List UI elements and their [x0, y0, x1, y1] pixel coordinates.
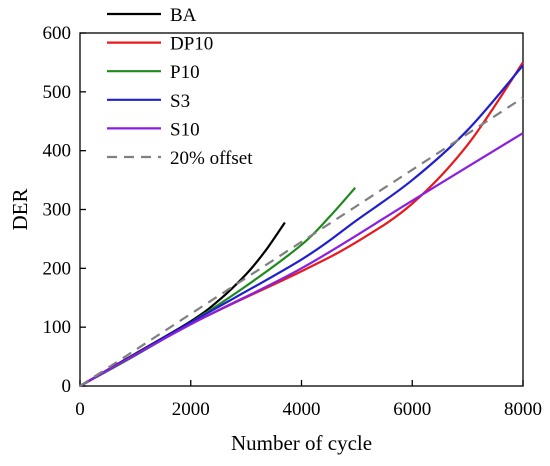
legend-label-ba: BA [170, 5, 197, 26]
series-lines [79, 61, 524, 387]
series-line-s3 [79, 64, 524, 387]
legend-label-s3: S3 [170, 91, 190, 112]
y-tick-label: 200 [43, 258, 72, 279]
x-tick-label: 2000 [172, 399, 210, 420]
legend: BA DP10 P10 S3 S10 20% offset [107, 5, 253, 169]
y-tick-label: 600 [43, 23, 72, 44]
x-tick-label: 4000 [283, 399, 321, 420]
axes: 0 2000 4000 6000 8000 0 100 200 300 400 500 600 [43, 23, 543, 420]
x-tick-label: 8000 [504, 399, 542, 420]
series-line-p10 [79, 187, 357, 387]
legend-label-dp10: DP10 [170, 34, 213, 55]
x-tick-label: 0 [75, 399, 85, 420]
y-tick-label: 500 [43, 82, 72, 103]
series-line-s10 [79, 132, 524, 387]
legend-label-p10: P10 [170, 62, 200, 83]
plot-frame [79, 32, 524, 387]
y-axis-label: DER [8, 189, 32, 231]
series-line-ba [79, 221, 286, 387]
series-line-20-offset [79, 96, 524, 387]
y-tick-label: 300 [43, 200, 72, 221]
x-axis-label: Number of cycle [231, 431, 372, 455]
y-tick-label: 100 [43, 317, 72, 338]
y-tick-label: 400 [43, 141, 72, 162]
legend-label-s10: S10 [170, 119, 200, 140]
series-line-dp10 [79, 61, 524, 387]
x-tick-label: 6000 [393, 399, 431, 420]
y-tick-label: 0 [62, 376, 72, 397]
legend-label-20-offset: 20% offset [170, 148, 253, 169]
